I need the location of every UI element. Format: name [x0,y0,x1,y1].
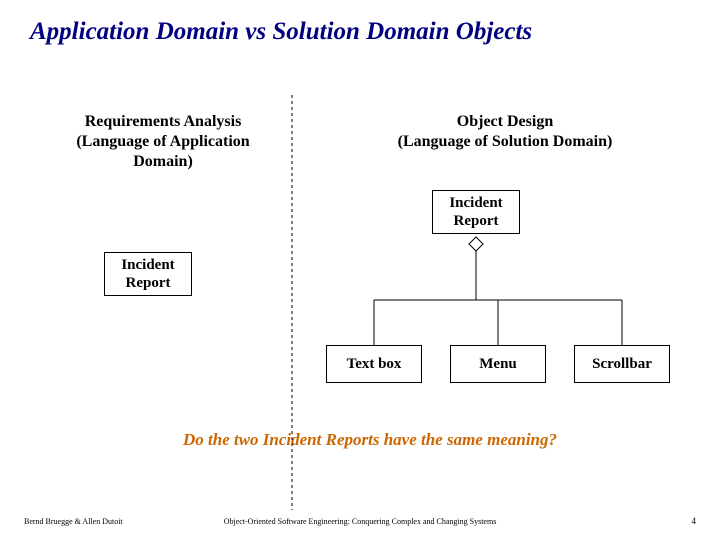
footer-page-number: 4 [692,516,697,526]
right-column-header: Object Design(Language of Solution Domai… [365,112,645,152]
box-scrollbar: Scrollbar [574,345,670,383]
question-text: Do the two Incident Reports have the sam… [150,430,590,450]
left-column-header: Requirements Analysis(Language of Applic… [58,112,268,172]
box-left-incident-report: IncidentReport [104,252,192,296]
slide-title: Application Domain vs Solution Domain Ob… [30,18,690,46]
box-right-incident-report: IncidentReport [432,190,520,234]
footer-book-title: Object-Oriented Software Engineering: Co… [0,517,720,526]
box-menu: Menu [450,345,546,383]
box-textbox: Text box [326,345,422,383]
